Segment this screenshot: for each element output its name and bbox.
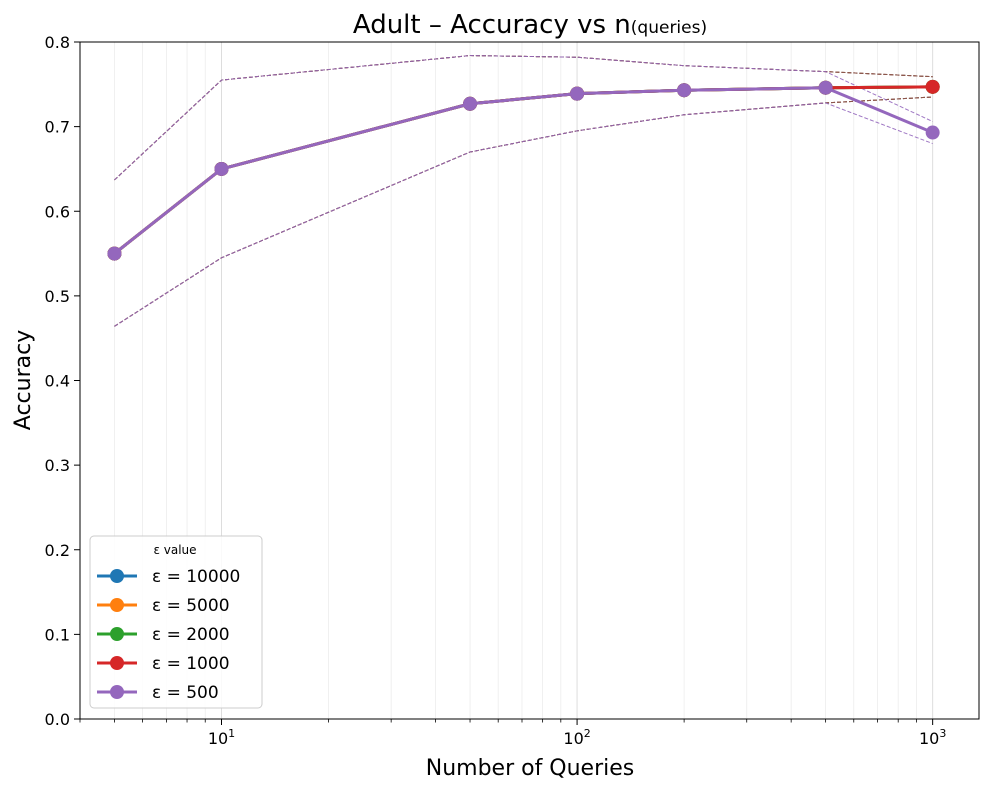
y-tick-label: 0.5 [45,287,70,306]
x-axis-ticks: 101 102 103 [79,719,946,748]
data-point [925,79,940,94]
band-upper-line [114,55,933,181]
band-upper-line [114,55,933,181]
series-lines [107,79,940,261]
band-lower-line [114,96,933,327]
legend-label: ε = 10000 [152,567,240,587]
legend-label: ε = 5000 [152,596,230,616]
band-lines [114,55,933,327]
x-tick-label: 101 [208,727,235,748]
data-point [677,83,692,98]
series-line [113,85,933,255]
legend-label: ε = 2000 [152,625,230,645]
data-point [925,125,940,140]
band-lower-line [114,96,933,327]
band-lower-line [114,96,933,327]
legend-label: ε = 500 [152,683,219,703]
y-tick-label: 0.8 [45,33,70,52]
series-group [107,79,940,261]
y-tick-label: 0.0 [45,710,70,729]
y-tick-label: 0.1 [45,625,70,644]
legend-label: ε = 1000 [152,654,230,674]
y-tick-label: 0.2 [45,541,70,560]
series-group [107,79,940,261]
legend-swatch-marker [110,598,124,612]
x-tick-label-base: 10 [563,729,583,748]
data-point [107,246,122,261]
x-tick-label-base: 10 [208,729,228,748]
series-group [107,80,940,261]
chart-title: Adult – Accuracy vs n(queries) [353,10,707,40]
band-lower-line [114,96,933,327]
data-point [570,86,585,101]
data-point [818,80,833,95]
chart-title-sub: (queries) [631,18,707,38]
y-tick-label: 0.3 [45,456,70,475]
band-upper-line [114,55,933,181]
x-tick-label: 102 [563,727,590,748]
series-line [113,86,934,255]
chart-title-main: Adult – Accuracy vs n [353,10,631,40]
series-line [113,85,933,255]
band-upper-line [114,55,933,181]
y-axis-ticks: 0.0 0.1 0.2 0.3 0.4 0.5 0.6 0.7 0.8 [45,33,80,729]
series-group [107,79,940,261]
data-point [463,96,478,111]
series-line [113,85,933,255]
legend-items: ε = 10000 ε = 5000 ε = 2000 ε = 1000 ε = 500 [97,567,240,703]
legend-box [89,535,263,709]
band-lower-line [114,102,933,327]
y-tick-label: 0.6 [45,202,70,221]
y-tick-label: 0.4 [45,372,70,391]
series-line [113,85,933,255]
x-axis-label: Number of Queries [426,756,635,781]
x-tick-label-exponent: 2 [584,727,591,740]
x-tick-label: 103 [919,727,946,748]
x-tick-label-base: 10 [919,729,939,748]
y-tick-label: 0.7 [45,118,70,137]
grid-lines [79,42,934,719]
legend-swatch-marker [110,627,124,641]
y-axis-label: Accuracy [11,330,36,430]
legend-swatch-marker [110,656,124,670]
x-tick-label-exponent: 1 [228,727,235,740]
legend-title: ε value [153,543,196,557]
data-point [214,161,229,176]
legend-swatch-marker [110,685,124,699]
legend-swatch-marker [110,569,124,583]
x-tick-label-exponent: 3 [939,727,946,740]
series-group [107,79,940,261]
band-upper-line [114,55,933,181]
